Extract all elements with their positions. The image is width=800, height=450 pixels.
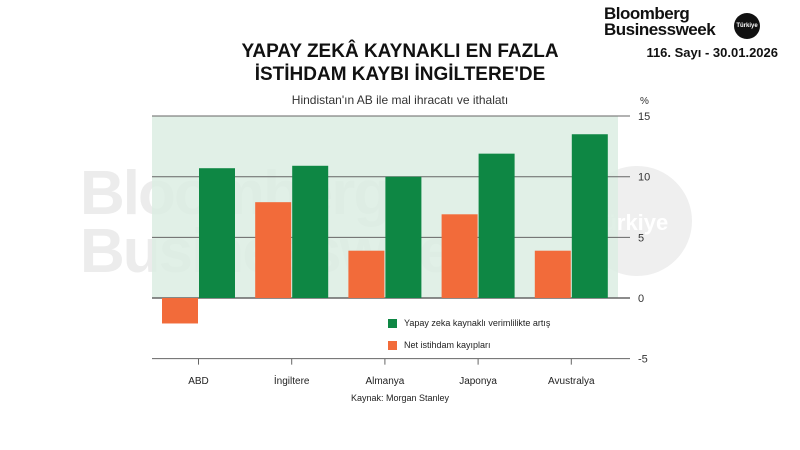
y-tick-label: -5	[638, 354, 648, 366]
chart-subtitle: Hindistan'ın AB ile mal ihracatı ve itha…	[291, 93, 509, 107]
brand-logo: Bloomberg Businessweek Türkiye	[604, 4, 774, 39]
x-tick-label: Avustralya	[548, 376, 595, 387]
y-tick-label: 0	[638, 293, 644, 305]
legend-swatch-green	[388, 318, 397, 328]
legend-item-productivity: Yapay zeka kaynaklı verimlilikte artış	[388, 312, 550, 334]
y-tick-label: 10	[638, 172, 650, 184]
bar-productivity	[385, 176, 422, 298]
bar-job-loss	[255, 202, 292, 298]
y-tick-label: 5	[638, 232, 644, 244]
x-tick-label: ABD	[188, 376, 209, 387]
x-tick-label: Japonya	[459, 376, 497, 387]
bar-productivity	[199, 168, 235, 298]
y-tick-label: 15	[638, 111, 650, 123]
x-tick-label: Almanya	[365, 376, 404, 387]
brand-line2: Businessweek	[604, 20, 716, 39]
bar-productivity	[292, 165, 329, 298]
x-tick-label: İngiltere	[274, 374, 310, 387]
legend-item-job-loss: Net istihdam kayıpları	[388, 334, 550, 356]
bar-job-loss	[348, 250, 385, 298]
bar-productivity	[478, 153, 515, 298]
legend-swatch-orange	[388, 340, 397, 350]
legend: Yapay zeka kaynaklı verimlilikte artış N…	[388, 312, 550, 356]
y-unit-label: %	[640, 96, 649, 107]
bar-productivity	[571, 134, 608, 298]
issue-date: 116. Sayı - 30.01.2026	[646, 45, 778, 60]
chart-title: YAPAY ZEKÂ KAYNAKLI EN FAZLA İSTİHDAM KAY…	[241, 41, 559, 85]
bar-job-loss	[441, 214, 478, 298]
bar-job-loss	[162, 298, 198, 324]
source-note: Kaynak: Morgan Stanley	[350, 393, 450, 403]
bar-job-loss	[534, 250, 571, 298]
brand-badge: Türkiye	[734, 13, 760, 39]
brand-line1: Bloomberg	[604, 4, 690, 23]
